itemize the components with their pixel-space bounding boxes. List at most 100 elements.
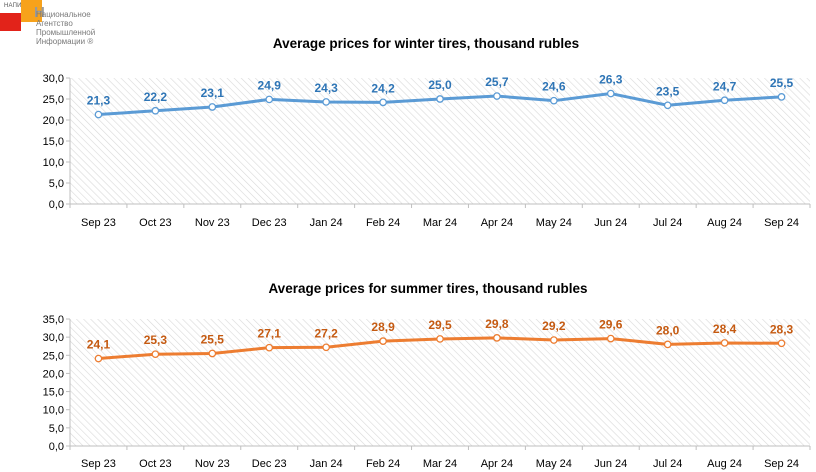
x-tick-label: Jun 24 — [594, 217, 627, 229]
data-point — [265, 95, 274, 104]
data-label: 27,2 — [314, 326, 338, 340]
data-label: 28,0 — [656, 323, 680, 337]
data-label: 24,3 — [314, 81, 338, 95]
x-tick-label: Sep 23 — [81, 458, 116, 470]
data-point — [208, 349, 217, 358]
data-label: 28,4 — [713, 322, 737, 336]
data-point — [493, 334, 501, 342]
data-point — [493, 92, 501, 100]
data-point — [208, 103, 217, 111]
data-point — [94, 110, 103, 119]
data-label: 29,6 — [599, 318, 623, 332]
x-tick-label: Dec 23 — [252, 458, 287, 470]
x-tick-label: Dec 23 — [252, 217, 287, 229]
data-point — [720, 339, 729, 347]
data-point — [379, 337, 387, 345]
x-tick-label: May 24 — [536, 458, 572, 470]
data-point — [777, 339, 786, 348]
winter-tires-chart: Average prices for winter tires, thousan… — [43, 36, 811, 229]
logo-letter: Н — [34, 4, 45, 21]
data-point — [94, 354, 103, 363]
data-point — [265, 343, 274, 352]
data-point — [549, 96, 558, 105]
chart-title: Average prices for winter tires, thousan… — [273, 36, 579, 51]
data-label: 25,7 — [485, 75, 509, 89]
x-tick-label: Oct 23 — [139, 458, 171, 470]
data-point — [606, 334, 615, 343]
x-tick-label: Jan 24 — [310, 217, 343, 229]
data-point — [549, 336, 558, 344]
y-tick-label: 5,0 — [49, 423, 64, 435]
x-tick-label: Mar 24 — [423, 217, 457, 229]
data-label: 29,8 — [485, 317, 509, 331]
x-tick-label: Jun 24 — [594, 458, 627, 470]
data-point — [663, 101, 672, 110]
data-label: 28,3 — [770, 322, 794, 336]
data-label: 24,1 — [87, 338, 111, 352]
x-tick-label: Nov 23 — [195, 217, 230, 229]
y-tick-label: 0,0 — [49, 199, 64, 211]
data-point — [606, 89, 615, 98]
logo-red-square — [0, 13, 21, 31]
y-tick-label: 15,0 — [43, 136, 64, 148]
x-tick-label: Nov 23 — [195, 458, 230, 470]
y-tick-label: 30,0 — [43, 332, 64, 344]
y-tick-label: 10,0 — [43, 405, 64, 417]
data-point — [663, 340, 672, 349]
x-tick-label: Mar 24 — [423, 458, 457, 470]
y-tick-label: 0,0 — [49, 441, 64, 453]
data-label: 24,2 — [371, 81, 395, 95]
data-point — [436, 335, 444, 343]
data-label: 21,3 — [87, 94, 111, 108]
data-point — [322, 98, 331, 106]
x-tick-label: Aug 24 — [707, 458, 742, 470]
data-point — [436, 95, 444, 103]
x-tick-label: Apr 24 — [481, 458, 513, 470]
x-tick-label: Oct 23 — [139, 217, 171, 229]
x-tick-label: Sep 24 — [764, 458, 799, 470]
y-tick-label: 15,0 — [43, 387, 64, 399]
data-label: 25,0 — [428, 78, 452, 92]
data-label: 26,3 — [599, 73, 623, 87]
x-tick-label: Aug 24 — [707, 217, 742, 229]
data-label: 24,6 — [542, 80, 566, 94]
data-label: 24,9 — [258, 78, 282, 92]
y-tick-label: 5,0 — [49, 178, 64, 190]
x-tick-label: Jan 24 — [310, 458, 343, 470]
logo-abbreviation: НАПИ — [4, 3, 22, 9]
data-label: 28,9 — [371, 320, 395, 334]
x-tick-label: Jul 24 — [653, 217, 682, 229]
data-label: 27,1 — [258, 327, 282, 341]
y-tick-label: 25,0 — [43, 94, 64, 106]
summer-tires-chart: Average prices for summer tires, thousan… — [43, 281, 811, 470]
data-label: 25,5 — [201, 332, 225, 346]
y-tick-label: 30,0 — [43, 73, 64, 85]
y-tick-label: 20,0 — [43, 368, 64, 380]
data-label: 23,1 — [201, 86, 225, 100]
x-tick-label: May 24 — [536, 217, 572, 229]
data-point — [151, 350, 160, 359]
logo-agency-name: Национальное Агентство Промышленной Инфо… — [36, 10, 96, 46]
x-tick-label: Feb 24 — [366, 217, 400, 229]
data-label: 25,3 — [144, 333, 168, 347]
data-point — [322, 343, 331, 352]
data-label: 29,5 — [428, 318, 452, 332]
data-label: 24,7 — [713, 79, 737, 93]
y-tick-label: 10,0 — [43, 157, 64, 169]
data-label: 25,5 — [770, 76, 794, 90]
y-tick-label: 25,0 — [43, 350, 64, 362]
data-label: 23,5 — [656, 84, 680, 98]
data-point — [777, 93, 786, 101]
data-point — [720, 96, 729, 105]
x-tick-label: Sep 23 — [81, 217, 116, 229]
chart-title: Average prices for summer tires, thousan… — [268, 281, 587, 296]
logo-orange-square — [21, 0, 42, 22]
x-tick-label: Jul 24 — [653, 458, 682, 470]
y-tick-label: 20,0 — [43, 115, 64, 127]
data-point — [379, 98, 387, 107]
x-tick-label: Sep 24 — [764, 217, 799, 229]
napi-logo: НАПИ Н Национальное Агентство Промышленн… — [0, 0, 100, 52]
data-label: 29,2 — [542, 319, 566, 333]
x-tick-label: Apr 24 — [481, 217, 513, 229]
data-label: 22,2 — [144, 90, 168, 104]
